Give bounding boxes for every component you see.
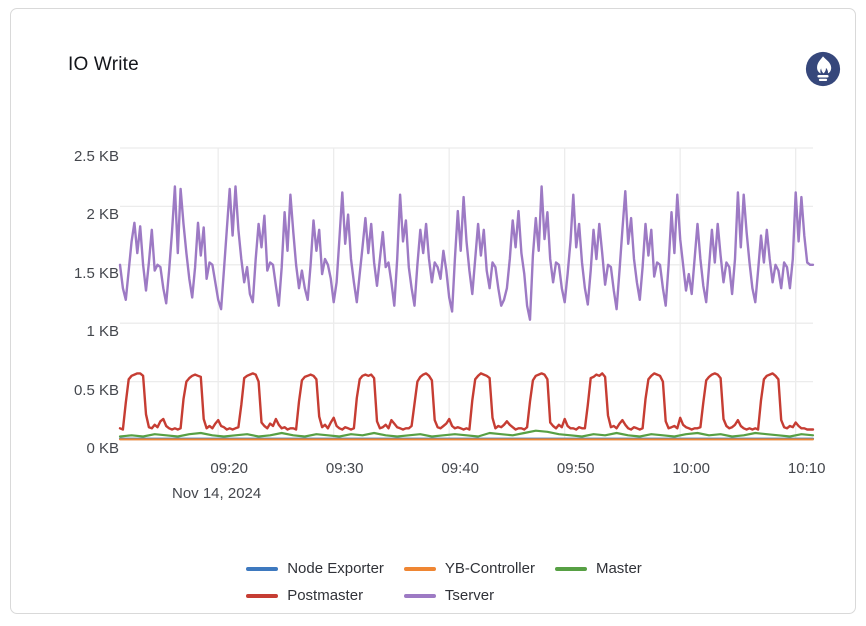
prometheus-logo-icon bbox=[805, 51, 841, 87]
legend-item-postmaster[interactable]: Postmaster bbox=[246, 587, 384, 604]
legend-swatch-tserver bbox=[403, 593, 436, 598]
panel-card: IO Write 2.5 KB 2 KB 1.5 KB 1 KB 0.5 KB … bbox=[10, 8, 856, 614]
legend-item-tserver[interactable]: Tserver bbox=[403, 587, 535, 604]
y-tick-label: 1 KB bbox=[86, 323, 119, 341]
y-tick-label: 2.5 KB bbox=[73, 148, 119, 165]
x-tick-label: 09:40 bbox=[441, 460, 479, 477]
x-tick-label: 10:10 bbox=[787, 460, 826, 477]
y-tick-label: 1.5 KB bbox=[73, 264, 119, 282]
legend-swatch-node-exporter bbox=[246, 566, 279, 571]
legend: Node Exporter YB-Controller Master Postm… bbox=[11, 560, 866, 604]
x-axis-date-label: Nov 14, 2024 bbox=[172, 485, 262, 502]
legend-swatch-master bbox=[554, 566, 587, 571]
x-tick-label: 10:00 bbox=[672, 460, 710, 477]
x-tick-label: 09:20 bbox=[210, 460, 248, 477]
legend-label: Master bbox=[595, 560, 642, 577]
x-tick-label: 09:50 bbox=[556, 460, 595, 477]
legend-label: Node Exporter bbox=[287, 560, 384, 577]
y-tick-label: 0 KB bbox=[86, 440, 119, 457]
legend-label: Postmaster bbox=[287, 587, 364, 604]
legend-label: Tserver bbox=[444, 587, 495, 604]
panel-title: IO Write bbox=[68, 54, 139, 75]
x-tick-label: 09:30 bbox=[325, 460, 364, 477]
legend-swatch-postmaster bbox=[246, 593, 279, 598]
y-tick-label: 2 KB bbox=[86, 206, 119, 224]
legend-swatch-yb-controller bbox=[403, 566, 436, 571]
legend-label: YB-Controller bbox=[444, 560, 535, 577]
legend-item-master[interactable]: Master bbox=[554, 560, 642, 577]
y-tick-label: 0.5 KB bbox=[73, 381, 119, 399]
legend-item-node-exporter[interactable]: Node Exporter bbox=[246, 560, 384, 577]
legend-item-yb-controller[interactable]: YB-Controller bbox=[403, 560, 535, 577]
